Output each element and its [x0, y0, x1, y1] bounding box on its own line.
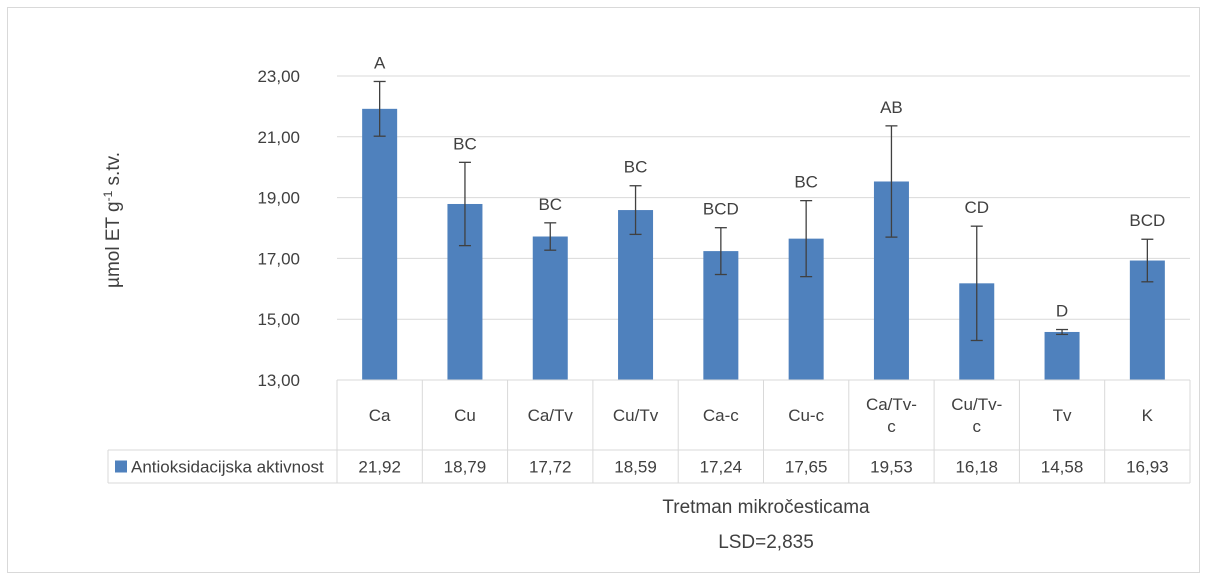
- y-axis-title-tail: s.tv.: [103, 152, 124, 191]
- table-value: 17,72: [529, 458, 572, 477]
- category-label: Cu: [454, 406, 476, 425]
- category-label: Ca/Tv-: [866, 395, 917, 414]
- category-label: Ca/Tv: [528, 406, 574, 425]
- chart-frame: [7, 7, 1200, 573]
- significance-letter: AB: [880, 98, 903, 117]
- legend-label: Antioksidacijska aktivnost: [131, 458, 324, 477]
- significance-letter: A: [374, 53, 386, 72]
- bars: [362, 108, 1165, 380]
- y-tick-labels: 13,00 15,00 17,00 19,00 21,00 23,00: [257, 67, 300, 390]
- y-tick-label: 17,00: [257, 249, 300, 268]
- lsd-note: LSD=2,835: [718, 532, 814, 553]
- table-value: 18,79: [444, 458, 487, 477]
- y-axis-title-main: µmol ET g: [103, 201, 124, 288]
- error-bar: [1141, 238, 1154, 283]
- y-tick-label: 13,00: [257, 371, 300, 390]
- significance-letter: BC: [453, 134, 477, 153]
- bar: [532, 236, 568, 380]
- y-tick-label: 23,00: [257, 67, 300, 86]
- table-value: 18,59: [614, 458, 657, 477]
- category-label: Tv: [1053, 406, 1072, 425]
- significance-letter: CD: [964, 198, 989, 217]
- category-label: Cu/Tv: [613, 406, 659, 425]
- error-bar: [714, 227, 727, 276]
- error-bar: [970, 225, 983, 342]
- y-tick-label: 15,00: [257, 310, 300, 329]
- error-bar: [373, 80, 386, 137]
- significance-letters: A BC BC BC BCD BC AB CD D BCD: [374, 53, 1165, 320]
- category-label: Cu/Tv-: [951, 395, 1002, 414]
- category-label: K: [1142, 406, 1154, 425]
- table-value: 16,93: [1126, 458, 1169, 477]
- x-axis-title: Tretman mikročesticama: [662, 497, 870, 518]
- table-value: 16,18: [955, 458, 998, 477]
- table-value: 17,65: [785, 458, 828, 477]
- error-bars: [373, 80, 1154, 342]
- bar: [1044, 331, 1080, 380]
- significance-letter: BC: [794, 173, 818, 192]
- category-label: c: [887, 417, 896, 436]
- legend-swatch: [115, 460, 127, 473]
- error-bar: [629, 185, 642, 236]
- table-value: 17,24: [700, 458, 743, 477]
- bar: [618, 210, 654, 380]
- error-bar: [458, 161, 471, 247]
- table-value: 14,58: [1041, 458, 1084, 477]
- significance-letter: BCD: [703, 200, 739, 219]
- significance-letter: BCD: [1129, 211, 1165, 230]
- significance-letter: BC: [624, 158, 648, 177]
- category-label: Ca: [369, 406, 391, 425]
- significance-letter: D: [1056, 302, 1068, 321]
- bar: [362, 108, 398, 380]
- y-tick-label: 19,00: [257, 189, 300, 208]
- significance-letter: BC: [538, 195, 562, 214]
- table-value: 19,53: [870, 458, 913, 477]
- category-label: c: [973, 417, 982, 436]
- error-bar: [544, 222, 557, 251]
- table-value: 21,92: [358, 458, 401, 477]
- data-table: Ca Cu Ca/Tv Cu/Tv Ca-c Cu-c Ca/Tv-c Cu/Tv-c Tv K A…: [107, 379, 1191, 484]
- y-tick-label: 21,00: [257, 128, 300, 147]
- category-label: Cu-c: [788, 406, 824, 425]
- category-label: Ca-c: [703, 406, 739, 425]
- error-bar: [1056, 328, 1069, 336]
- y-axis-title: µmol ET g-1 s.tv.: [101, 152, 124, 288]
- y-axis-title-sup: -1: [101, 190, 115, 201]
- error-bar: [885, 125, 898, 238]
- error-bar: [800, 199, 813, 278]
